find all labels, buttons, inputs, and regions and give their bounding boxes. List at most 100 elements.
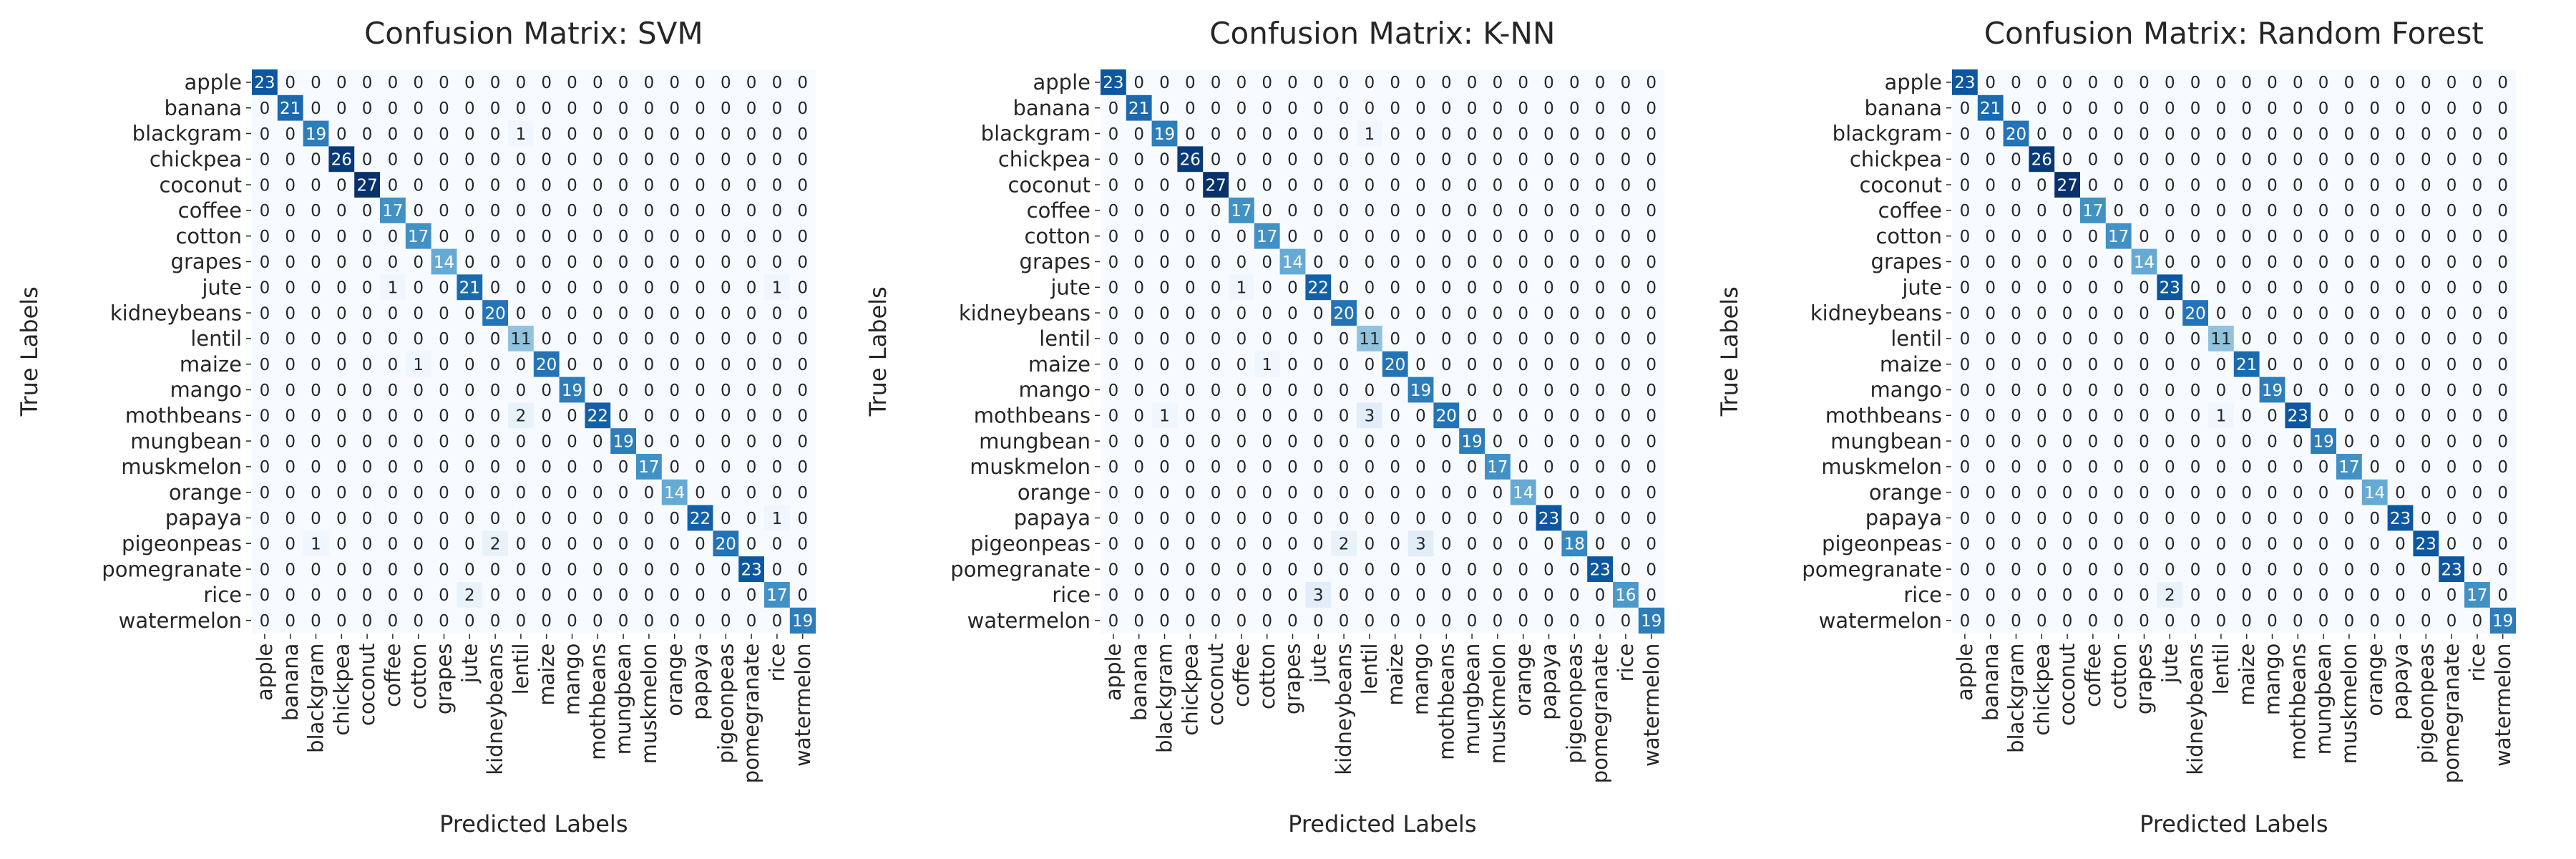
cell-value: 0: [2369, 407, 2380, 426]
cell-value: 0: [2139, 125, 2150, 144]
cell-value: 0: [1390, 202, 1400, 220]
y-tick-label: maize: [1880, 352, 1942, 377]
cell-value: 0: [797, 458, 808, 477]
cell-value: 0: [1313, 125, 1324, 144]
cell-value: 0: [362, 202, 373, 220]
cell-value: 0: [721, 458, 731, 477]
heatmap-cell: [508, 146, 535, 173]
y-tick-label: blackgram: [132, 122, 242, 146]
cell-value: 0: [2472, 279, 2483, 298]
cell-value: 0: [2421, 74, 2431, 92]
cell-value: 0: [285, 304, 296, 323]
cell-value: 0: [2190, 484, 2201, 503]
cell-value: 0: [260, 279, 270, 298]
heatmap-cell: [533, 377, 560, 403]
cell-value: 0: [746, 484, 757, 503]
cell-value: 0: [1621, 612, 1631, 631]
cell-value: 0: [1339, 560, 1350, 579]
cell-value: 0: [618, 484, 629, 503]
cell-value: 0: [772, 100, 783, 118]
cell-value: 0: [746, 202, 757, 220]
cell-value: 0: [464, 100, 475, 118]
cell-value: 0: [772, 151, 783, 170]
cell-value: 0: [1339, 151, 1350, 170]
cell-value: 0: [1441, 382, 1452, 400]
cell-value: 0: [797, 560, 808, 579]
heatmap-cell: [559, 120, 585, 147]
x-tick-label: rice: [765, 644, 789, 682]
cell-value: 0: [1543, 125, 1554, 144]
cell-value: 0: [1262, 330, 1272, 349]
cell-value: 23: [254, 74, 275, 92]
cell-value: 0: [2088, 279, 2099, 298]
heatmap-cell: [764, 300, 791, 326]
heatmap-cell: [713, 274, 739, 301]
cell-value: 0: [592, 125, 603, 144]
x-tick-label: kidneybeans: [1332, 644, 1356, 775]
x-tick-label: mothbeans: [2285, 644, 2310, 760]
cell-value: 0: [797, 484, 808, 503]
heatmap-cell: [328, 172, 355, 198]
cell-value: 0: [1960, 304, 1971, 323]
cell-value: 0: [1569, 228, 1580, 246]
cell-value: 0: [2241, 612, 2252, 631]
cell-value: 0: [772, 458, 783, 477]
cell-value: 0: [388, 458, 399, 477]
cell-value: 2: [464, 586, 475, 605]
heatmap-cell: [610, 146, 637, 173]
cell-value: 0: [311, 560, 321, 579]
cell-value: 0: [1543, 560, 1554, 579]
cell-value: 0: [490, 74, 501, 92]
cell-value: 0: [2318, 356, 2329, 374]
cell-value: 0: [1313, 458, 1324, 477]
heatmap-cell: [661, 248, 688, 275]
cell-value: 0: [1262, 612, 1272, 631]
cell-value: 0: [644, 74, 655, 92]
cell-value: 0: [1441, 253, 1452, 272]
cell-value: 0: [1108, 202, 1119, 220]
heatmap-cell: [354, 223, 381, 250]
y-tick-label: rice: [203, 583, 242, 607]
cell-value: 19: [2262, 382, 2283, 400]
cell-value: 0: [2318, 330, 2329, 349]
cell-value: 0: [669, 407, 680, 426]
cell-value: 0: [1313, 484, 1324, 503]
cell-value: 0: [336, 560, 347, 579]
cell-value: 0: [260, 586, 270, 605]
cell-value: 0: [669, 176, 680, 195]
cell-value: 0: [2497, 484, 2508, 503]
cell-value: 0: [1211, 586, 1221, 605]
cell-value: 0: [1133, 484, 1144, 503]
cell-value: 0: [1569, 432, 1580, 451]
cell-value: 0: [1493, 484, 1503, 503]
cell-value: 0: [2395, 228, 2406, 246]
cell-value: 0: [2036, 458, 2047, 477]
cell-value: 0: [260, 151, 270, 170]
y-tick-label: pigeonpeas: [970, 531, 1091, 555]
cell-value: 0: [1108, 510, 1119, 528]
heatmap-cell: [303, 454, 329, 480]
cell-value: 0: [285, 586, 296, 605]
heatmap-cell: [610, 94, 637, 122]
cell-value: 0: [2395, 356, 2406, 374]
cell-value: 0: [2293, 612, 2303, 631]
cell-value: 0: [1985, 330, 1996, 349]
cell-value: 20: [1333, 304, 1354, 323]
cell-value: 0: [644, 586, 655, 605]
heatmap-cell: [585, 377, 611, 403]
cell-value: 0: [260, 330, 270, 349]
cell-value: 0: [644, 151, 655, 170]
cell-value: 0: [567, 100, 577, 118]
cell-value: 0: [1621, 510, 1631, 528]
cell-value: 0: [1621, 279, 1631, 298]
heatmap-cell: [405, 198, 432, 224]
cell-value: 0: [1313, 228, 1324, 246]
cell-value: 0: [311, 202, 321, 220]
heatmap-cell: [713, 300, 739, 326]
heatmap-cell: [482, 120, 509, 147]
x-tick-label: blackgram: [304, 644, 328, 753]
cell-value: 0: [1133, 125, 1144, 144]
heatmap-cell: [661, 377, 688, 403]
cell-value: 0: [285, 253, 296, 272]
cell-value: 0: [1415, 484, 1426, 503]
